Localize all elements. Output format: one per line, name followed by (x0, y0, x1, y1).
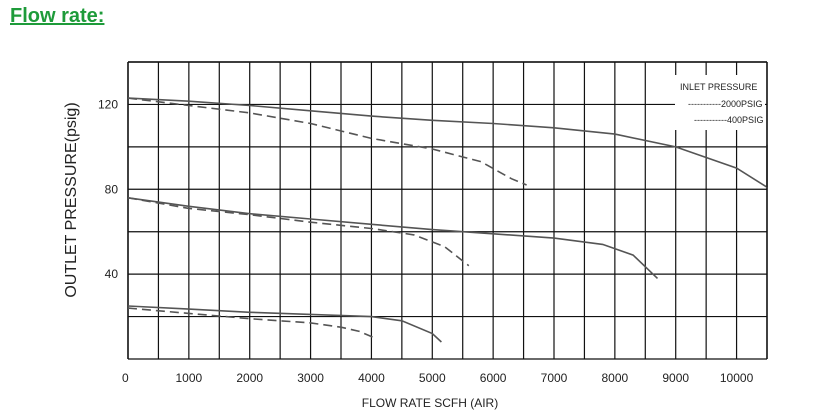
series-line-400psig-1 (127, 97, 527, 186)
legend-box (675, 75, 765, 130)
y-tick-label: 40 (105, 267, 119, 281)
y-tick-labels: 40 80 120 (98, 97, 118, 281)
page-heading: Flow rate: (10, 5, 105, 27)
x-tick-label: 7000 (541, 371, 568, 385)
x-tick-label: 0 (122, 371, 129, 385)
x-tick-label: 2000 (236, 371, 263, 385)
x-tick-label: 3000 (297, 371, 324, 385)
x-tick-label: 5000 (419, 371, 446, 385)
series-line-400psig-5 (127, 307, 375, 339)
x-tick-label: 4000 (358, 371, 385, 385)
x-axis-title: FLOW RATE SCFH (AIR) (362, 396, 498, 410)
x-tick-label: 6000 (480, 371, 507, 385)
legend-title: INLET PRESSURE (680, 82, 757, 92)
y-tick-label: 80 (105, 182, 119, 196)
chart-series (127, 97, 768, 343)
x-tick-label: 8000 (602, 371, 629, 385)
y-axis-title: OUTLET PRESSURE(psig) (63, 102, 80, 297)
series-line-2000psig-0 (127, 97, 768, 188)
x-tick-label: 1000 (176, 371, 203, 385)
series-line-2000psig-2 (127, 197, 659, 279)
x-tick-label: 10000 (720, 371, 754, 385)
series-line-400psig-3 (127, 197, 470, 267)
legend-entry-2000psig: -----------2000PSIG (688, 99, 763, 109)
series-line-2000psig-4 (127, 305, 442, 343)
legend-entry-400psig: -----------400PSIG (694, 115, 764, 125)
chart-legend: INLET PRESSURE -----------2000PSIG -----… (675, 75, 765, 130)
x-tick-label: 9000 (662, 371, 689, 385)
y-tick-label: 120 (98, 97, 118, 111)
x-tick-labels: 0 1000 2000 3000 4000 5000 6000 7000 8000 9000 100… (122, 371, 754, 385)
